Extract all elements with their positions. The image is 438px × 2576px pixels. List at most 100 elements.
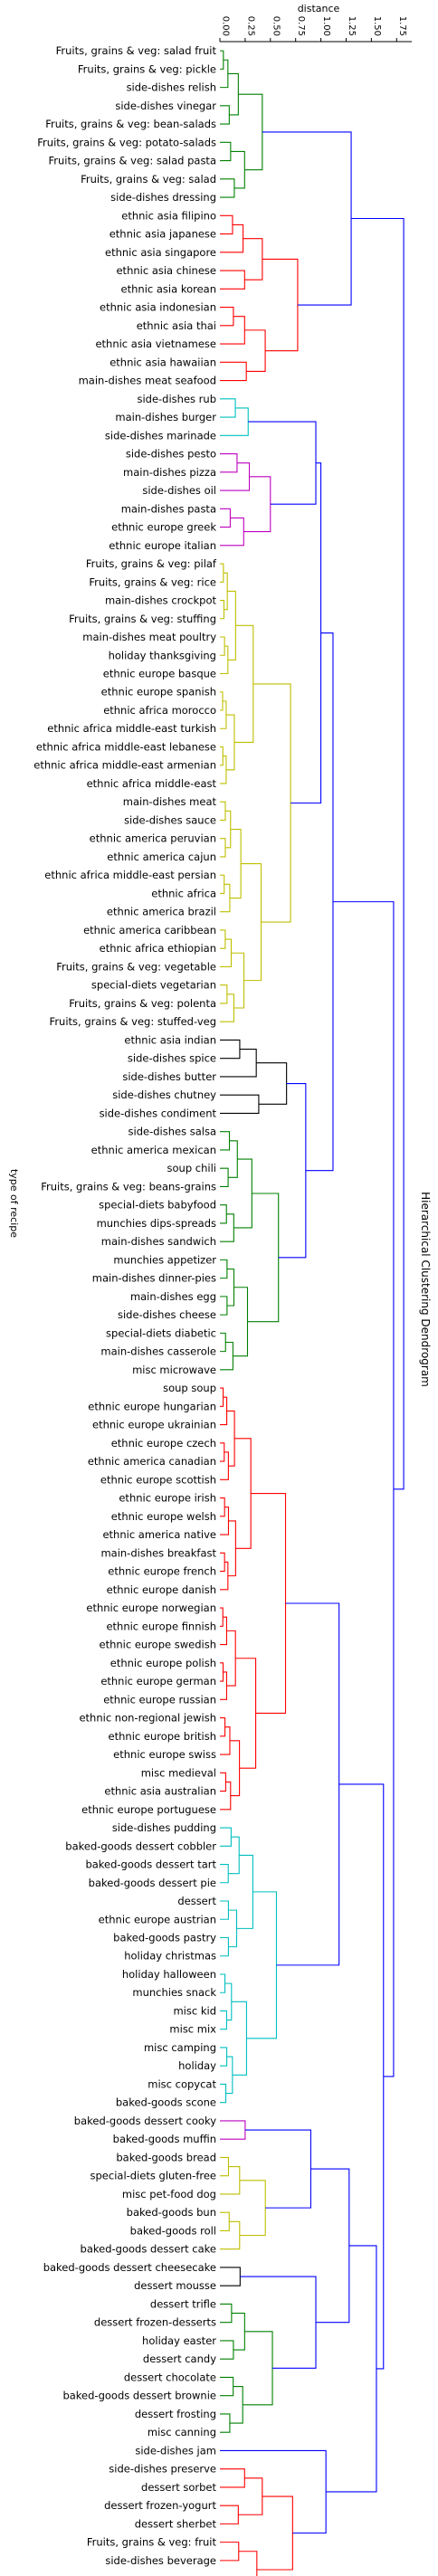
cluster-link — [220, 1552, 225, 1573]
cluster-link — [220, 1049, 257, 1078]
leaf-label: main-dishes meat — [123, 795, 217, 808]
leaf-label: ethnic africa middle-east armenian — [33, 759, 216, 772]
cluster-link — [220, 407, 249, 436]
leaf-label: Fruits, grains & veg: bean-salads — [45, 118, 216, 130]
leaf-label: dessert mousse — [134, 2279, 216, 2292]
leaf-label: misc pet-food dog — [122, 2188, 216, 2201]
leaf-label: Fruits, grains & veg: pickle — [78, 62, 216, 75]
cluster-link — [220, 756, 227, 784]
leaf-label: Fruits, grains & veg: stuffing — [69, 613, 216, 625]
leaf-label: side-dishes oil — [142, 484, 216, 497]
leaf-label: baked-goods scone — [116, 2096, 216, 2109]
leaf-label: munchies appetizer — [113, 1253, 216, 1266]
cluster-link — [220, 452, 238, 473]
leaf-label: main-dishes sandwich — [101, 1235, 216, 1248]
leaf-label: misc microwave — [132, 1364, 216, 1376]
cluster-link — [220, 874, 225, 895]
leaf-label: misc canning — [148, 2426, 216, 2438]
leaf-label: ethnic africa middle-east persian — [44, 869, 216, 881]
leaf-label: ethnic europe hungarian — [88, 1400, 216, 1412]
cluster-link — [220, 2413, 231, 2433]
leaf-label: main-dishes dinner-pies — [92, 1272, 216, 1285]
leaf-label: dessert frozen-yogurt — [104, 2499, 216, 2512]
cluster-link — [220, 1936, 229, 1957]
x-tick-label: 0.00 — [221, 16, 231, 36]
leaf-label: soup soup — [163, 1382, 216, 1394]
leaf-label: side-dishes dressing — [110, 191, 216, 204]
leaf-label: ethnic europe russian — [103, 1693, 216, 1706]
cluster-link — [220, 1332, 226, 1353]
cluster-link — [224, 810, 232, 849]
cluster-link — [220, 1213, 234, 1242]
leaf-label: ethnic africa middle-east lebanese — [36, 740, 216, 753]
leaf-label: side-dishes jam — [135, 2444, 216, 2457]
leaf-label: ethnic asia korean — [121, 282, 216, 295]
leaf-label: side-dishes chutney — [112, 1088, 216, 1101]
leaf-label: ethnic europe british — [109, 1730, 216, 1743]
x-tick-label: 1.00 — [321, 16, 331, 36]
merge-link — [305, 632, 334, 1172]
leaf-label: ethnic asia vietnamese — [95, 337, 216, 350]
cluster-link — [228, 1836, 240, 1875]
leaf-label: ethnic asia indonesian — [100, 301, 216, 314]
cluster-link — [252, 683, 291, 923]
leaf-label: ethnic africa morocco — [103, 704, 216, 717]
leaf-label: munchies snack — [132, 1986, 216, 1999]
cluster-link — [220, 1973, 226, 1993]
cluster-link — [220, 993, 235, 1022]
cluster-link — [220, 1131, 231, 1151]
cluster-link — [220, 2047, 228, 2067]
cluster-link — [251, 1492, 287, 1715]
cluster-link — [220, 1781, 232, 1811]
cluster-link — [262, 258, 299, 352]
cluster-link — [220, 1726, 231, 1755]
leaf-label: side-dishes pudding — [112, 1821, 216, 1834]
cluster-link — [220, 1442, 225, 1462]
cluster-link — [256, 1062, 288, 1105]
leaf-label: side-dishes butter — [122, 1070, 216, 1083]
leaf-label: ethnic europe polish — [110, 1657, 216, 1669]
cluster-link — [233, 624, 254, 743]
leaf-label: ethnic europe scottish — [100, 1473, 216, 1486]
leaf-label: ethnic europe irish — [119, 1492, 216, 1505]
cluster-link — [220, 883, 231, 913]
leaf-label: ethnic asia thai — [137, 319, 216, 332]
x-tick-label: 0.25 — [245, 16, 255, 36]
leaf-label: ethnic europe greek — [111, 521, 216, 534]
cluster-link — [225, 2056, 233, 2095]
leaf-label: ethnic europe swiss — [113, 1748, 216, 1761]
leaf-label: Fruits, grains & veg: salad fruit — [56, 44, 217, 57]
leaf-label: ethnic asia singapore — [105, 246, 216, 259]
cluster-link — [224, 1982, 233, 2021]
leaf-label: baked-goods bun — [127, 2206, 216, 2219]
leaf-label: special-diets babyfood — [99, 1199, 216, 1212]
cluster-link — [220, 1259, 228, 1279]
leaf-labels: Fruits, grains & veg: salad fruit Fruits,… — [33, 44, 217, 2567]
leaf-label: dessert sorbet — [141, 2481, 216, 2494]
cluster-link — [220, 801, 226, 822]
leaf-label: soup chili — [167, 1162, 216, 1174]
leaf-label: ethnic europe spanish — [101, 686, 216, 699]
leaf-label: holiday easter — [142, 2334, 216, 2347]
cluster-link — [233, 1287, 249, 1357]
leaf-label: baked-goods dessert pie — [89, 1877, 216, 1889]
leaf-label: main-dishes casserole — [100, 1345, 216, 1358]
leaf-label: baked-goods roll — [130, 2224, 216, 2237]
leaf-label: dessert trifle — [150, 2297, 216, 2310]
leaf-label: Fruits, grains & veg: salad — [81, 173, 216, 185]
cluster-link — [220, 1671, 228, 1700]
leaf-label: dessert sherbet — [135, 2517, 217, 2530]
leaf-label: special-diets gluten-free — [90, 2170, 216, 2182]
leaf-label: side-dishes pesto — [126, 448, 216, 461]
leaf-label: Fruits, grains & veg: pilaf — [86, 557, 217, 570]
cluster-link — [220, 307, 234, 327]
leaf-label: munchies dips-spreads — [97, 1217, 216, 1230]
leaf-label: baked-goods bread — [116, 2151, 216, 2163]
leaf-label: ethnic europe italian — [109, 539, 216, 552]
cluster-link — [234, 1438, 252, 1549]
leaf-label: Fruits, grains & veg: vegetable — [56, 960, 216, 973]
leaf-label: ethnic africa — [151, 887, 216, 899]
leaf-label: ethnic europe austrian — [99, 1913, 216, 1925]
cluster-link — [220, 2505, 239, 2524]
cluster-link — [220, 563, 224, 583]
